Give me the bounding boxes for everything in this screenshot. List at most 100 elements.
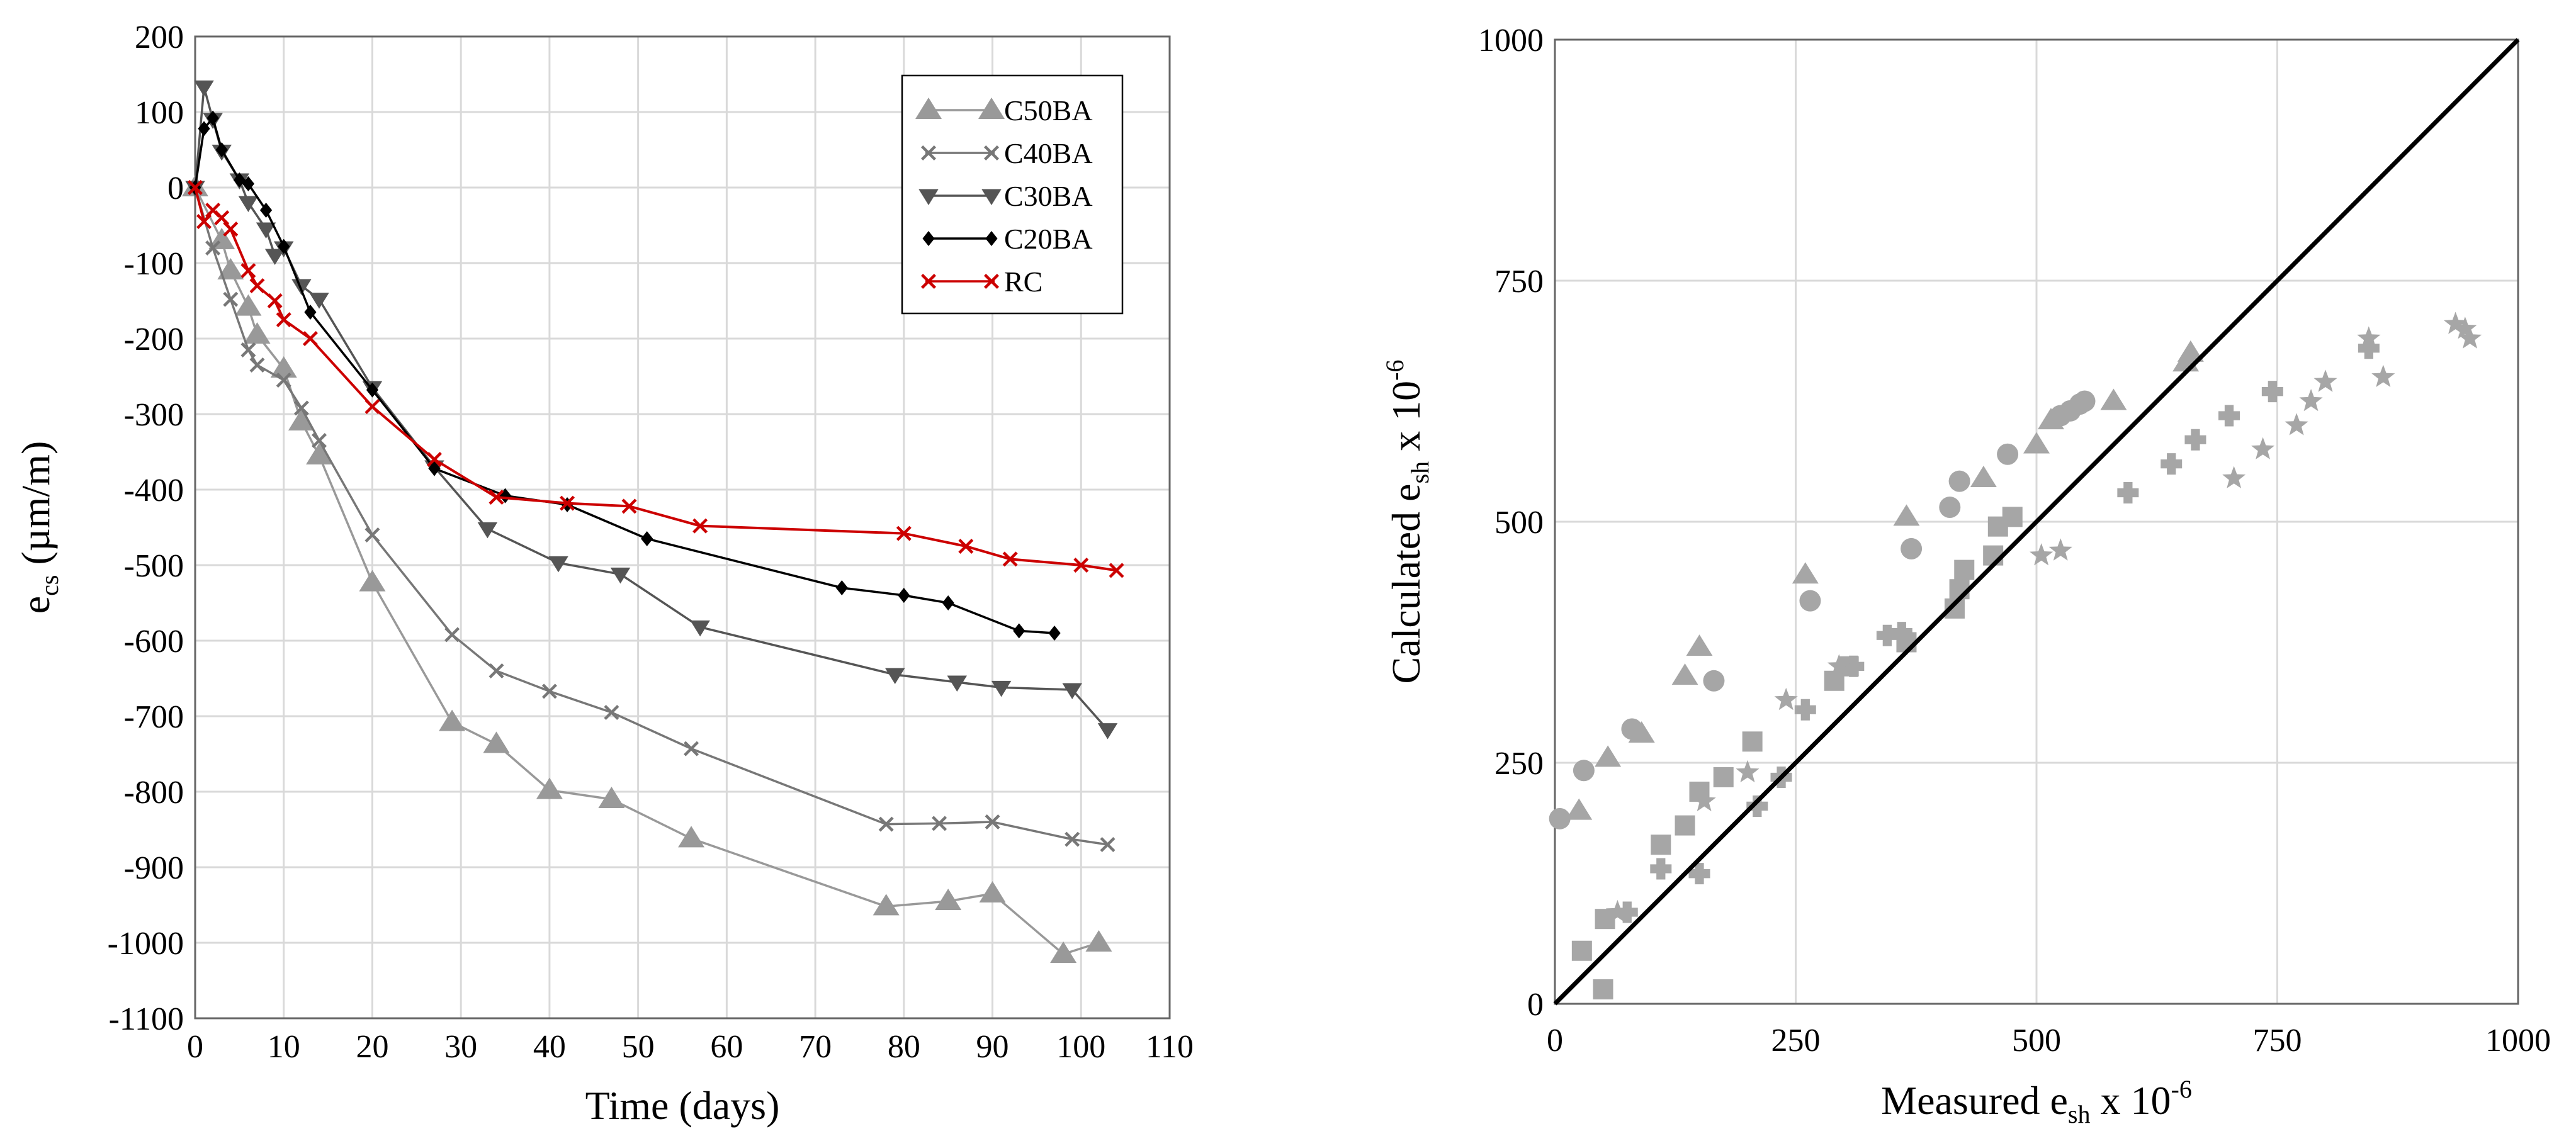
calculated-vs-measured-chart: 0 250 500 750 1000 0 250 500 750 1000 Measured e… bbox=[1381, 23, 2551, 1128]
data-point-rc bbox=[214, 210, 230, 225]
data-point-rc bbox=[1073, 558, 1089, 573]
scatter-point-plus bbox=[2261, 381, 2283, 403]
scatter-point-plus bbox=[1616, 901, 1638, 923]
right-x-axis-label-sub: sh bbox=[2068, 1100, 2091, 1128]
data-point-c30ba bbox=[1097, 723, 1118, 739]
left-x-tick-label: 30 bbox=[444, 1029, 477, 1065]
scatter-point-triangles bbox=[1686, 634, 1713, 656]
scatter-point-triangles bbox=[2023, 432, 2050, 454]
right-y-axis-label: Calculated esh x 10-6 bbox=[1381, 360, 1434, 684]
scatter-point-plus bbox=[1688, 863, 1710, 885]
data-point-rc bbox=[276, 312, 291, 327]
data-point-c20ba bbox=[242, 176, 255, 191]
scatter-point-circles bbox=[1703, 670, 1725, 692]
data-point-rc bbox=[489, 490, 504, 505]
scatter-point-stars bbox=[2444, 312, 2468, 334]
left-x-tick-label: 40 bbox=[533, 1029, 566, 1065]
series-rc bbox=[188, 180, 1124, 578]
left-x-tick-label: 100 bbox=[1056, 1029, 1105, 1065]
data-point-c30ba bbox=[309, 293, 329, 309]
left-x-tick-label: 70 bbox=[799, 1029, 832, 1065]
scatter-point-circles bbox=[1573, 760, 1595, 782]
scatter-point-squares bbox=[1675, 815, 1695, 836]
series-c50ba bbox=[182, 175, 1112, 963]
data-point-c50ba bbox=[678, 826, 705, 848]
left-y-tick-label: -1100 bbox=[109, 1001, 184, 1037]
scatter-series-stars bbox=[1605, 312, 2482, 923]
data-point-c40ba bbox=[444, 627, 460, 643]
data-point-c20ba bbox=[206, 110, 219, 126]
data-point-rc bbox=[958, 539, 974, 554]
shrinkage-time-chart: 2001000-100-200-300-400-500-600-700-800-… bbox=[13, 20, 1194, 1128]
left-y-tick-label: -300 bbox=[124, 397, 184, 433]
data-point-c30ba bbox=[194, 80, 214, 97]
left-x-tick-labels: 0 10 20 30 40 50 60 70 80 90 100 110 bbox=[187, 1029, 1194, 1065]
scatter-point-circles bbox=[1549, 807, 1571, 829]
data-point-c20ba bbox=[1013, 623, 1025, 639]
data-point-c30ba bbox=[884, 668, 905, 684]
right-y-tick-label: 1000 bbox=[1478, 23, 1544, 59]
right-y-axis-label-sub: sh bbox=[1406, 461, 1434, 484]
left-y-tick-label: -900 bbox=[124, 850, 184, 886]
data-point-c40ba bbox=[541, 683, 557, 699]
scatter-point-stars bbox=[1827, 654, 1851, 677]
data-point-c30ba bbox=[256, 222, 276, 239]
left-legend: C50BA C40BA C30BA C20BA RC bbox=[901, 74, 1124, 315]
legend-entry-c50ba: C50BA bbox=[915, 94, 1093, 126]
scatter-point-circles bbox=[1901, 537, 1923, 559]
data-point-c40ba bbox=[684, 741, 699, 756]
scatter-point-plus bbox=[1650, 858, 1672, 880]
data-point-c20ba bbox=[428, 461, 441, 476]
data-point-c50ba bbox=[598, 787, 625, 808]
scatter-point-squares bbox=[2002, 507, 2023, 527]
data-point-c20ba bbox=[198, 121, 210, 137]
data-point-c50ba bbox=[979, 881, 1006, 902]
legend-marker bbox=[915, 98, 942, 119]
data-point-c40ba bbox=[1065, 831, 1080, 847]
left-y-tick-label: -100 bbox=[124, 246, 184, 282]
scatter-point-squares bbox=[1593, 979, 1613, 1000]
legend-label: C30BA bbox=[1004, 180, 1093, 212]
data-point-c30ba bbox=[477, 522, 498, 539]
data-point-c50ba bbox=[235, 294, 262, 316]
right-x-axis-label-rest: x 10 bbox=[2091, 1078, 2171, 1123]
scatter-point-circles bbox=[2074, 390, 2096, 412]
data-point-rc bbox=[240, 263, 256, 278]
data-point-c50ba bbox=[306, 443, 333, 464]
right-x-axis-label: Measured esh x 10-6 bbox=[1881, 1075, 2192, 1128]
right-y-axis-label-rest: x 10 bbox=[1384, 381, 1428, 461]
scatter-point-stars bbox=[2458, 326, 2482, 349]
scatter-series-plus bbox=[1616, 337, 2380, 923]
data-point-c50ba bbox=[483, 731, 510, 753]
left-y-tick-label: 200 bbox=[135, 20, 184, 55]
scatter-point-triangles bbox=[2177, 340, 2204, 362]
data-point-rc bbox=[267, 293, 283, 308]
right-series-layer bbox=[1549, 312, 2482, 1000]
data-point-rc bbox=[364, 399, 380, 414]
legend-marker bbox=[984, 274, 999, 289]
data-point-c20ba bbox=[278, 239, 290, 254]
scatter-point-plus bbox=[2161, 453, 2183, 475]
right-y-tick-label: 0 bbox=[1527, 987, 1544, 1023]
scatter-point-stars bbox=[1774, 687, 1798, 711]
legend-marker bbox=[984, 145, 999, 160]
left-x-axis-label: Time (days) bbox=[585, 1083, 780, 1128]
scatter-point-triangles bbox=[1595, 745, 1622, 767]
scatter-point-squares bbox=[1571, 940, 1592, 961]
data-point-rc bbox=[1109, 563, 1124, 578]
legend-marker bbox=[985, 231, 998, 246]
scatter-point-plus bbox=[1746, 795, 1768, 817]
data-point-c50ba bbox=[1050, 941, 1077, 963]
scatter-point-stars bbox=[2371, 364, 2395, 387]
scatter-point-stars bbox=[2313, 369, 2337, 392]
right-x-axis-label-sup: -6 bbox=[2171, 1075, 2192, 1103]
data-point-c50ba bbox=[244, 322, 271, 344]
data-point-c20ba bbox=[898, 588, 910, 603]
left-plot-frame bbox=[194, 35, 1171, 1020]
scatter-point-triangles bbox=[1893, 504, 1920, 526]
scatter-point-plus bbox=[1843, 655, 1865, 677]
legend-box bbox=[901, 74, 1124, 315]
scatter-point-stars bbox=[1692, 789, 1716, 812]
scatter-point-plus bbox=[2218, 405, 2240, 427]
